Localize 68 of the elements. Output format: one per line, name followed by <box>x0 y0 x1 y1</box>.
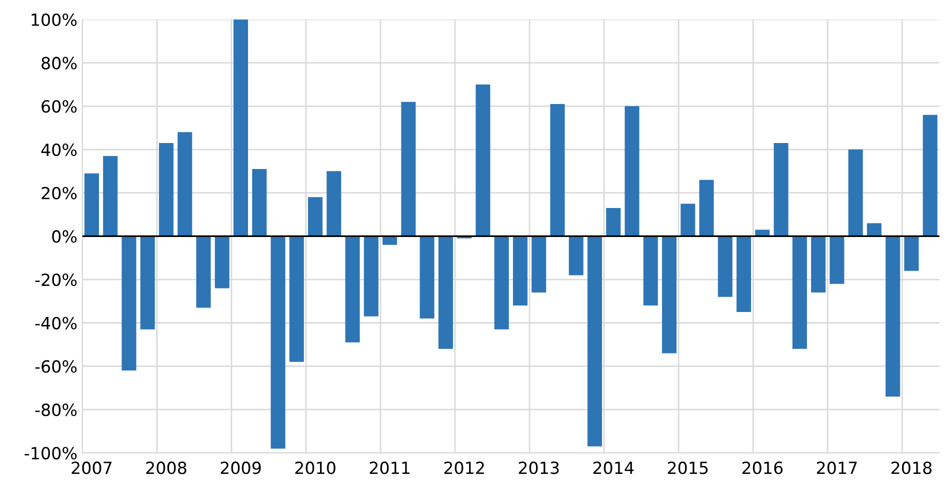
x-tick-label: 2008 <box>146 462 186 474</box>
bar <box>122 236 136 371</box>
bar <box>811 236 826 293</box>
bar <box>774 143 788 236</box>
y-tick-label: -80% <box>35 404 77 416</box>
bar <box>886 236 900 397</box>
bar <box>792 236 807 349</box>
bar <box>438 236 453 349</box>
bar <box>233 19 248 236</box>
y-tick-label: -100% <box>24 446 77 460</box>
y-tick-label: -60% <box>35 360 77 373</box>
bar <box>680 204 696 236</box>
bar <box>178 132 192 236</box>
y-tick-label: 0% <box>52 230 77 243</box>
bar <box>866 223 882 236</box>
bar <box>755 230 770 236</box>
bar <box>270 236 286 449</box>
x-tick-label: 2016 <box>742 462 783 474</box>
y-tick-label: 80% <box>42 56 77 70</box>
bar <box>196 236 211 308</box>
y-tick-label: 100% <box>32 13 77 26</box>
bar <box>103 156 118 236</box>
bar <box>662 236 677 354</box>
bar <box>848 150 863 236</box>
bar <box>289 236 304 362</box>
bar <box>252 169 267 236</box>
bar <box>345 236 360 342</box>
bar <box>364 236 378 316</box>
x-tick-label: 2013 <box>518 462 559 474</box>
bar <box>587 236 602 446</box>
bar <box>494 236 509 330</box>
bar <box>532 236 546 293</box>
bar <box>606 208 621 236</box>
bar <box>550 104 565 236</box>
bar <box>84 173 99 236</box>
y-tick-label: 20% <box>42 186 77 200</box>
bar <box>736 236 752 312</box>
bar <box>830 236 844 284</box>
bar <box>326 171 342 236</box>
bar <box>382 236 398 245</box>
bar <box>158 143 174 236</box>
bar <box>140 236 155 330</box>
bar <box>512 236 528 306</box>
bar <box>401 102 416 236</box>
bar <box>568 236 584 276</box>
y-tick-label: 60% <box>42 100 77 113</box>
x-tick-label: 2012 <box>444 462 484 474</box>
bar <box>643 236 658 306</box>
bar <box>922 114 938 236</box>
x-tick-label: 2017 <box>816 462 857 474</box>
bar <box>476 84 490 236</box>
bar <box>904 236 919 271</box>
bar <box>718 236 732 297</box>
y-tick-label: -20% <box>35 274 77 286</box>
x-tick-label: 2014 <box>593 462 634 474</box>
x-tick-label: 2011 <box>370 462 410 474</box>
bar <box>214 236 230 288</box>
bar <box>420 236 434 319</box>
bar <box>699 180 714 236</box>
y-tick-label: 40% <box>41 143 77 156</box>
x-tick-label: 2018 <box>891 462 932 474</box>
bar <box>308 197 323 236</box>
bar <box>624 106 640 236</box>
x-tick-label: 2009 <box>220 462 261 474</box>
x-tick-label: 2015 <box>668 462 708 474</box>
x-tick-label: 2010 <box>295 462 336 474</box>
y-tick-label: -40% <box>35 316 77 330</box>
x-tick-label: 2007 <box>72 462 112 474</box>
